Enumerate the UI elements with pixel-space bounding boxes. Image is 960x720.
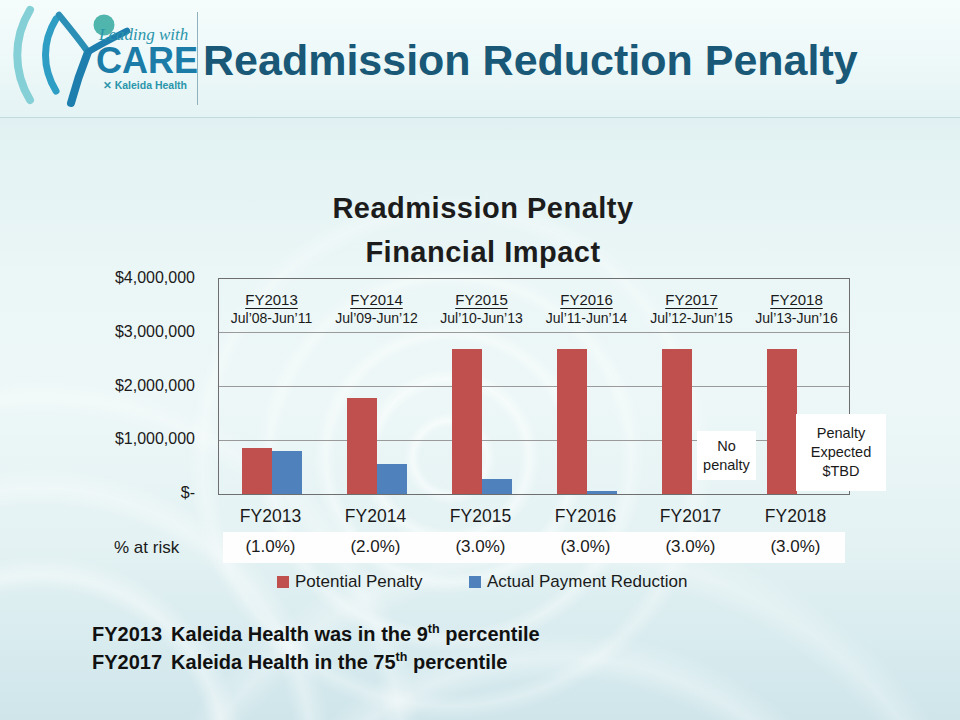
footer-ordinal-sup: th (396, 650, 408, 664)
footer-line: FY2013 Kaleida Health was in the 9th perc… (92, 620, 540, 648)
pct-at-risk-value: (1.0%) (218, 537, 323, 557)
bar-actual-FY2013 (272, 451, 302, 494)
x-axis-label: FY2015 (428, 506, 533, 527)
header: Leading with CARE ✕ Kaleida Health Readm… (0, 0, 960, 118)
legend-item-potential: Potential Penalty (277, 572, 423, 592)
chart-title-line2: Financial Impact (183, 230, 783, 274)
annotation-line: penalty (697, 456, 756, 475)
bar-potential-FY2015 (452, 349, 482, 494)
slide: Leading with CARE ✕ Kaleida Health Readm… (0, 0, 960, 720)
y-tick-label: $- (70, 483, 195, 503)
legend-label-potential: Potential Penalty (295, 572, 423, 592)
x-axis-labels: FY2013FY2014FY2015FY2016FY2017FY2018 (0, 506, 960, 530)
column-header: FY2016 Jul’11-Jun’14 (534, 291, 639, 326)
bar-actual-FY2015 (482, 479, 512, 494)
pct-at-risk-label: % at risk (114, 538, 179, 558)
column-header-fy: FY2014 (350, 291, 403, 308)
y-tick-label: $3,000,000 (70, 322, 195, 342)
x-axis-label: FY2016 (533, 506, 638, 527)
x-axis-label: FY2017 (638, 506, 743, 527)
footer-fy: FY2017 (92, 648, 162, 676)
pct-at-risk-value: (3.0%) (428, 537, 533, 557)
column-header: FY2018 Jul’13-Jun’16 (744, 291, 849, 326)
page-title: Readmission Reduction Penalty (203, 36, 858, 85)
column-header: FY2017 Jul’12-Jun’15 (639, 291, 744, 326)
annotation-line: No (697, 437, 756, 456)
logo-kaleida-health: ✕ Kaleida Health (99, 79, 187, 91)
column-header-fy: FY2015 (455, 291, 508, 308)
gridline (219, 386, 849, 387)
column-header-period: Jul’13-Jun’16 (744, 310, 849, 326)
column-header-fy: FY2018 (770, 291, 823, 308)
column-header-period: Jul’08-Jun’11 (219, 310, 324, 326)
bar-potential-FY2018 (767, 349, 797, 494)
y-tick-label: $2,000,000 (70, 376, 195, 396)
gridline (219, 332, 849, 333)
annotation-line: Expected (796, 443, 886, 462)
column-header-period: Jul’11-Jun’14 (534, 310, 639, 326)
kaleida-mark-icon: ✕ (103, 79, 112, 91)
pct-at-risk-value: (3.0%) (638, 537, 743, 557)
y-tick-label: $1,000,000 (70, 429, 195, 449)
pct-at-risk-value: (2.0%) (323, 537, 428, 557)
column-header-fy: FY2017 (665, 291, 718, 308)
column-header: FY2014 Jul’09-Jun’12 (324, 291, 429, 326)
legend-item-actual: Actual Payment Reduction (469, 572, 687, 592)
x-axis-label: FY2013 (218, 506, 323, 527)
legend-swatch-potential (277, 576, 289, 588)
annotation-no-penalty: Nopenalty (697, 431, 756, 480)
logo-divider (197, 12, 198, 105)
footer-text: Kaleida Health in the 75th percentile (171, 648, 507, 676)
footer-fy: FY2013 (92, 620, 162, 648)
footer-ordinal-sup: th (428, 622, 440, 636)
column-header-period: Jul’12-Jun’15 (639, 310, 744, 326)
x-axis-label: FY2018 (743, 506, 848, 527)
column-header: FY2015 Jul’10-Jun’13 (429, 291, 534, 326)
annotation-line: Penalty (796, 424, 886, 443)
footer-line: FY2017 Kaleida Health in the 75th percent… (92, 648, 540, 676)
bar-actual-FY2016 (587, 491, 617, 494)
annotation-line: $TBD (796, 462, 886, 481)
bar-potential-FY2017 (662, 349, 692, 494)
bar-potential-FY2013 (242, 448, 272, 494)
logo: Leading with CARE ✕ Kaleida Health (99, 26, 187, 91)
legend-swatch-actual (469, 576, 481, 588)
legend-label-actual: Actual Payment Reduction (487, 572, 687, 592)
chart-title-line1: Readmission Penalty (183, 186, 783, 230)
annotation-penalty-expected: PenaltyExpected$TBD (796, 414, 886, 491)
column-header-period: Jul’10-Jun’13 (429, 310, 534, 326)
x-axis-label: FY2014 (323, 506, 428, 527)
footer-text: Kaleida Health was in the 9th percentile (171, 620, 540, 648)
column-header: FY2013 Jul’08-Jun’11 (219, 291, 324, 326)
y-tick-label: $4,000,000 (70, 268, 195, 288)
bar-actual-FY2014 (377, 464, 407, 494)
logo-care: CARE (96, 44, 187, 77)
footer-notes: FY2013 Kaleida Health was in the 9th perc… (92, 620, 540, 676)
column-header-fy: FY2013 (245, 291, 298, 308)
legend: Potential Penalty Actual Payment Reductio… (0, 572, 960, 592)
pct-at-risk-value: (3.0%) (533, 537, 638, 557)
column-header-period: Jul’09-Jun’12 (324, 310, 429, 326)
pct-at-risk-value: (3.0%) (743, 537, 848, 557)
pct-at-risk-strip: (1.0%)(2.0%)(3.0%)(3.0%)(3.0%)(3.0%) (223, 532, 845, 563)
column-header-fy: FY2016 (560, 291, 613, 308)
bar-potential-FY2014 (347, 398, 377, 494)
chart-title: Readmission Penalty Financial Impact (183, 186, 783, 274)
bar-potential-FY2016 (557, 349, 587, 494)
